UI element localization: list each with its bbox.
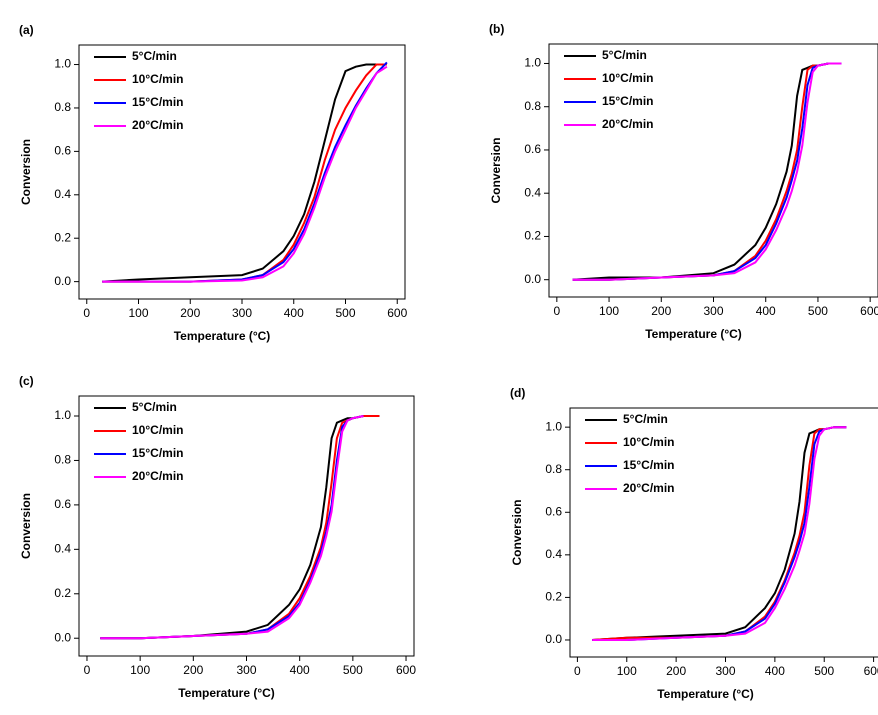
legend-label: 20°C/min <box>132 118 183 132</box>
y-tick-label: 0.4 <box>54 542 71 556</box>
x-tick-label: 400 <box>284 306 304 320</box>
x-tick-label: 400 <box>756 304 776 318</box>
y-tick-label: 0.4 <box>545 547 562 561</box>
x-tick-label: 600 <box>864 664 878 678</box>
y-tick-label: 0.0 <box>54 274 71 288</box>
series-line <box>572 62 842 281</box>
panel-label: (d) <box>510 386 525 400</box>
x-tick-label: 0 <box>574 664 581 678</box>
x-tick-label: 600 <box>387 306 407 320</box>
series-line <box>100 415 364 640</box>
y-axis-label: Conversion <box>489 137 503 203</box>
x-tick-label: 200 <box>183 663 203 677</box>
legend-label: 10°C/min <box>132 72 183 86</box>
x-tick-label: 500 <box>808 304 828 318</box>
x-tick-label: 100 <box>617 664 637 678</box>
x-tick-label: 500 <box>343 663 363 677</box>
legend-label: 5°C/min <box>623 412 668 426</box>
x-tick-label: 400 <box>765 664 785 678</box>
y-tick-label: 0.8 <box>545 462 562 476</box>
x-tick-label: 0 <box>83 306 90 320</box>
legend-label: 15°C/min <box>132 95 183 109</box>
legend-label: 15°C/min <box>132 446 183 460</box>
y-tick-label: 1.0 <box>54 408 71 422</box>
legend-label: 20°C/min <box>623 481 674 495</box>
x-tick-label: 300 <box>232 306 252 320</box>
plot-frame <box>569 407 878 658</box>
plot-frame <box>548 43 878 298</box>
y-axis-label: Conversion <box>19 493 33 559</box>
y-tick-label: 0.2 <box>545 590 562 604</box>
x-tick-label: 500 <box>814 664 834 678</box>
legend-label: 5°C/min <box>132 49 177 63</box>
x-tick-label: 300 <box>703 304 723 318</box>
legend-label: 15°C/min <box>602 94 653 108</box>
y-tick-label: 0.6 <box>54 144 71 158</box>
x-axis-label: Temperature (°C) <box>178 686 275 700</box>
y-tick-label: 0.8 <box>54 100 71 114</box>
y-tick-label: 1.0 <box>524 56 541 70</box>
y-tick-label: 0.4 <box>524 185 541 199</box>
x-tick-label: 300 <box>236 663 256 677</box>
y-tick-label: 0.6 <box>524 142 541 156</box>
y-tick-label: 0.4 <box>54 187 71 201</box>
series-line <box>100 415 380 640</box>
x-tick-label: 100 <box>599 304 619 318</box>
legend-label: 10°C/min <box>623 435 674 449</box>
x-tick-label: 100 <box>128 306 148 320</box>
y-tick-label: 0.8 <box>524 99 541 113</box>
x-axis-label: Temperature (°C) <box>657 687 754 701</box>
y-tick-label: 1.0 <box>545 419 562 433</box>
legend-label: 5°C/min <box>602 48 647 62</box>
x-tick-label: 200 <box>666 664 686 678</box>
y-tick-label: 0.8 <box>54 453 71 467</box>
y-tick-label: 0.2 <box>524 229 541 243</box>
x-tick-label: 200 <box>180 306 200 320</box>
y-tick-label: 1.0 <box>54 57 71 71</box>
panel-label: (a) <box>19 23 34 37</box>
panel-label: (b) <box>489 22 504 36</box>
panel: (c) 0 100 200 300 400 500 600 0.0 0.2 0.4 0.6 0.8 1.0… <box>19 374 416 700</box>
plot-frame <box>78 395 415 657</box>
x-tick-label: 100 <box>130 663 150 677</box>
panel-label: (c) <box>19 374 34 388</box>
series-line <box>592 426 847 641</box>
x-tick-label: 200 <box>651 304 671 318</box>
legend-label: 10°C/min <box>602 71 653 85</box>
series-line <box>102 65 388 283</box>
x-tick-label: 500 <box>335 306 355 320</box>
x-axis-label: Temperature (°C) <box>645 327 742 341</box>
legend-label: 15°C/min <box>623 458 674 472</box>
legend-label: 20°C/min <box>602 117 653 131</box>
legend-label: 10°C/min <box>132 423 183 437</box>
series-line <box>102 63 377 283</box>
x-tick-label: 600 <box>396 663 416 677</box>
y-tick-label: 0.6 <box>545 504 562 518</box>
x-axis-label: Temperature (°C) <box>174 329 271 343</box>
panel: (b) 0 100 200 300 400 500 600 0.0 0.2 0.4 0.6 0.8 1.0… <box>489 22 878 341</box>
y-tick-label: 0.2 <box>54 230 71 244</box>
plot-frame <box>78 44 406 300</box>
x-tick-label: 600 <box>860 304 878 318</box>
x-tick-label: 300 <box>715 664 735 678</box>
x-tick-label: 0 <box>84 663 91 677</box>
x-tick-label: 0 <box>553 304 560 318</box>
y-axis-label: Conversion <box>19 139 33 205</box>
x-tick-label: 400 <box>290 663 310 677</box>
legend-label: 20°C/min <box>132 469 183 483</box>
panel: (d) 0 100 200 300 400 500 600 0.0 0.2 0.4 0.6 0.8 1.0… <box>510 386 878 701</box>
y-tick-label: 0.0 <box>545 632 562 646</box>
y-tick-label: 0.2 <box>54 586 71 600</box>
y-axis-label: Conversion <box>510 499 524 565</box>
y-tick-label: 0.0 <box>524 272 541 286</box>
y-tick-label: 0.0 <box>54 630 71 644</box>
y-tick-label: 0.6 <box>54 497 71 511</box>
legend-label: 5°C/min <box>132 400 177 414</box>
panel: (a) 0 100 200 300 400 500 600 0.0 0.2 0.4 0.6 0.8 1.0… <box>19 23 408 343</box>
